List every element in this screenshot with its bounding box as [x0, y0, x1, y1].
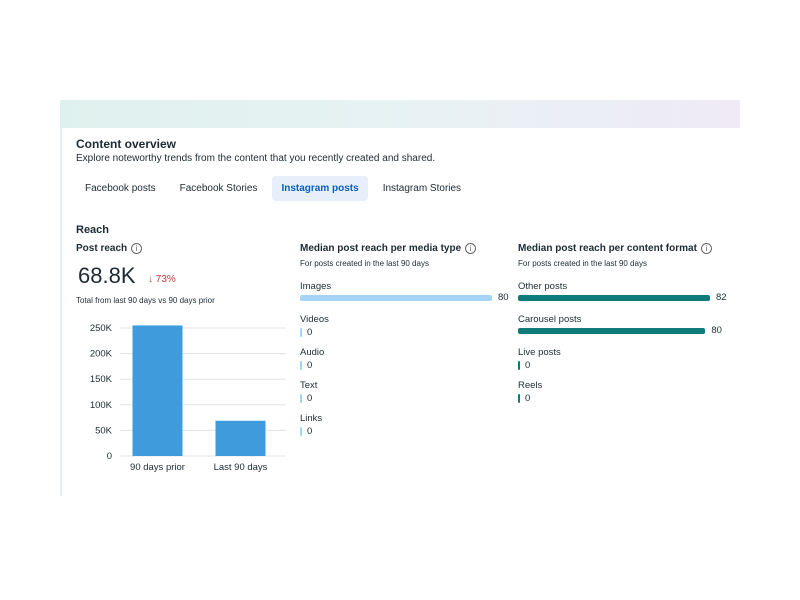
media-type-row-bar[interactable]: [300, 328, 302, 337]
header-band: [60, 100, 740, 128]
media-type-row-value: 0: [307, 393, 313, 404]
media-type-row: Images 80: [300, 281, 530, 314]
content-format-row-bar[interactable]: [518, 295, 710, 301]
media-type-section: Median post reach per media type i For p…: [300, 243, 509, 437]
content-format-row-value: 0: [525, 360, 531, 371]
tab-bar: Facebook posts Facebook Stories Instagra…: [76, 176, 476, 201]
content-overview-panel: Content overview Explore noteworthy tren…: [60, 128, 740, 496]
media-type-row-label: Text: [300, 380, 318, 391]
content-format-section: Median post reach per content format i F…: [518, 243, 727, 404]
content-format-row-value: 80: [711, 325, 722, 336]
media-type-row: Audio 0: [300, 347, 530, 380]
content-format-row-bar[interactable]: [518, 394, 520, 403]
chart-x-tick-labels: 90 days prior Last 90 days: [130, 462, 268, 473]
chart-y-tick-labels: 0 50K 100K 150K 200K 250K: [90, 323, 113, 462]
post-reach-note: Total from last 90 days vs 90 days prior: [76, 296, 215, 305]
content-format-row: Reels 0: [518, 380, 748, 413]
content-format-row-value: 0: [525, 393, 531, 404]
media-type-row-bar[interactable]: [300, 394, 302, 403]
info-icon[interactable]: i: [131, 243, 143, 254]
content-format-row-label: Carousel posts: [518, 314, 582, 325]
chart-y-tick-label: 250K: [90, 323, 113, 334]
content-format-row: Live posts 0: [518, 347, 748, 380]
media-type-row-value: 0: [307, 327, 313, 338]
media-type-row-bar[interactable]: [300, 427, 302, 436]
content-format-row-bar[interactable]: [518, 328, 706, 334]
media-type-row: Text 0: [300, 380, 530, 413]
chart-bars: [132, 325, 266, 456]
chart-y-tick-label: 50K: [95, 425, 113, 436]
media-type-row-label: Audio: [300, 347, 325, 358]
media-type-row: Links 0: [300, 413, 530, 446]
chart-x-tick-label: 90 days prior: [130, 462, 185, 473]
media-type-row-value: 0: [307, 360, 313, 371]
post-reach-change: ↓ 73%: [148, 274, 176, 285]
media-type-row-bar[interactable]: [300, 361, 302, 370]
chart-bar[interactable]: [215, 420, 266, 456]
media-type-row-bar[interactable]: [300, 295, 492, 301]
media-type-row-label: Videos: [300, 314, 329, 325]
post-reach-value: 68.8K: [78, 263, 136, 288]
reach-heading: Reach: [76, 224, 110, 236]
content-format-row-value: 82: [716, 292, 727, 303]
media-type-row: Videos 0: [300, 314, 530, 347]
content-format-title: Median post reach per content format i: [518, 243, 718, 254]
content-format-row-label: Reels: [518, 380, 543, 391]
media-type-row-value: 80: [498, 292, 509, 303]
media-type-subtitle: For posts created in the last 90 days: [300, 259, 429, 268]
content-format-row-bar[interactable]: [518, 361, 520, 370]
info-icon[interactable]: i: [700, 243, 712, 254]
media-type-row-label: Links: [300, 413, 323, 424]
post-reach-chart: 0 50K 100K 150K 200K 250K 90 days prior Last 9…: [90, 323, 286, 473]
info-icon[interactable]: i: [465, 243, 477, 254]
media-type-row-value: 0: [307, 426, 313, 437]
chart-y-tick-label: 0: [107, 451, 112, 462]
chart-bar[interactable]: [132, 325, 183, 456]
page-subtitle: Explore noteworthy trends from the conte…: [76, 153, 436, 164]
media-type-title-text: Median post reach per media type: [300, 243, 462, 254]
media-type-row-label: Images: [300, 281, 332, 292]
chart-x-tick-label: Last 90 days: [214, 462, 268, 473]
content-format-subtitle: For posts created in the last 90 days: [518, 259, 647, 268]
content-format-row: Other posts 82: [518, 281, 748, 314]
content-format-title-text: Median post reach per content format: [518, 243, 697, 254]
content-format-row-label: Other posts: [518, 281, 568, 292]
content-format-rows: Other posts 82 Carousel posts 80 Live posts 0…: [518, 281, 748, 413]
media-type-rows: Images 80 Videos 0 Audio 0 Text 0 Links 0: [300, 281, 530, 446]
page-title: Content overview: [76, 137, 177, 151]
chart-y-tick-label: 150K: [90, 374, 113, 385]
tab-instagram-stories[interactable]: Instagram Stories: [382, 183, 462, 194]
tab-facebook-stories[interactable]: Facebook Stories: [179, 183, 258, 194]
chart-y-tick-label: 100K: [90, 400, 113, 411]
chart-y-tick-label: 200K: [90, 349, 113, 360]
media-type-title: Median post reach per media type i: [300, 243, 500, 254]
post-reach-title: Post reach i: [76, 243, 143, 254]
content-format-row-label: Live posts: [518, 347, 561, 358]
post-reach-title-text: Post reach: [76, 243, 128, 254]
content-format-row: Carousel posts 80: [518, 314, 748, 347]
tab-facebook-posts[interactable]: Facebook posts: [85, 183, 156, 194]
tab-instagram-posts[interactable]: Instagram posts: [272, 176, 368, 201]
